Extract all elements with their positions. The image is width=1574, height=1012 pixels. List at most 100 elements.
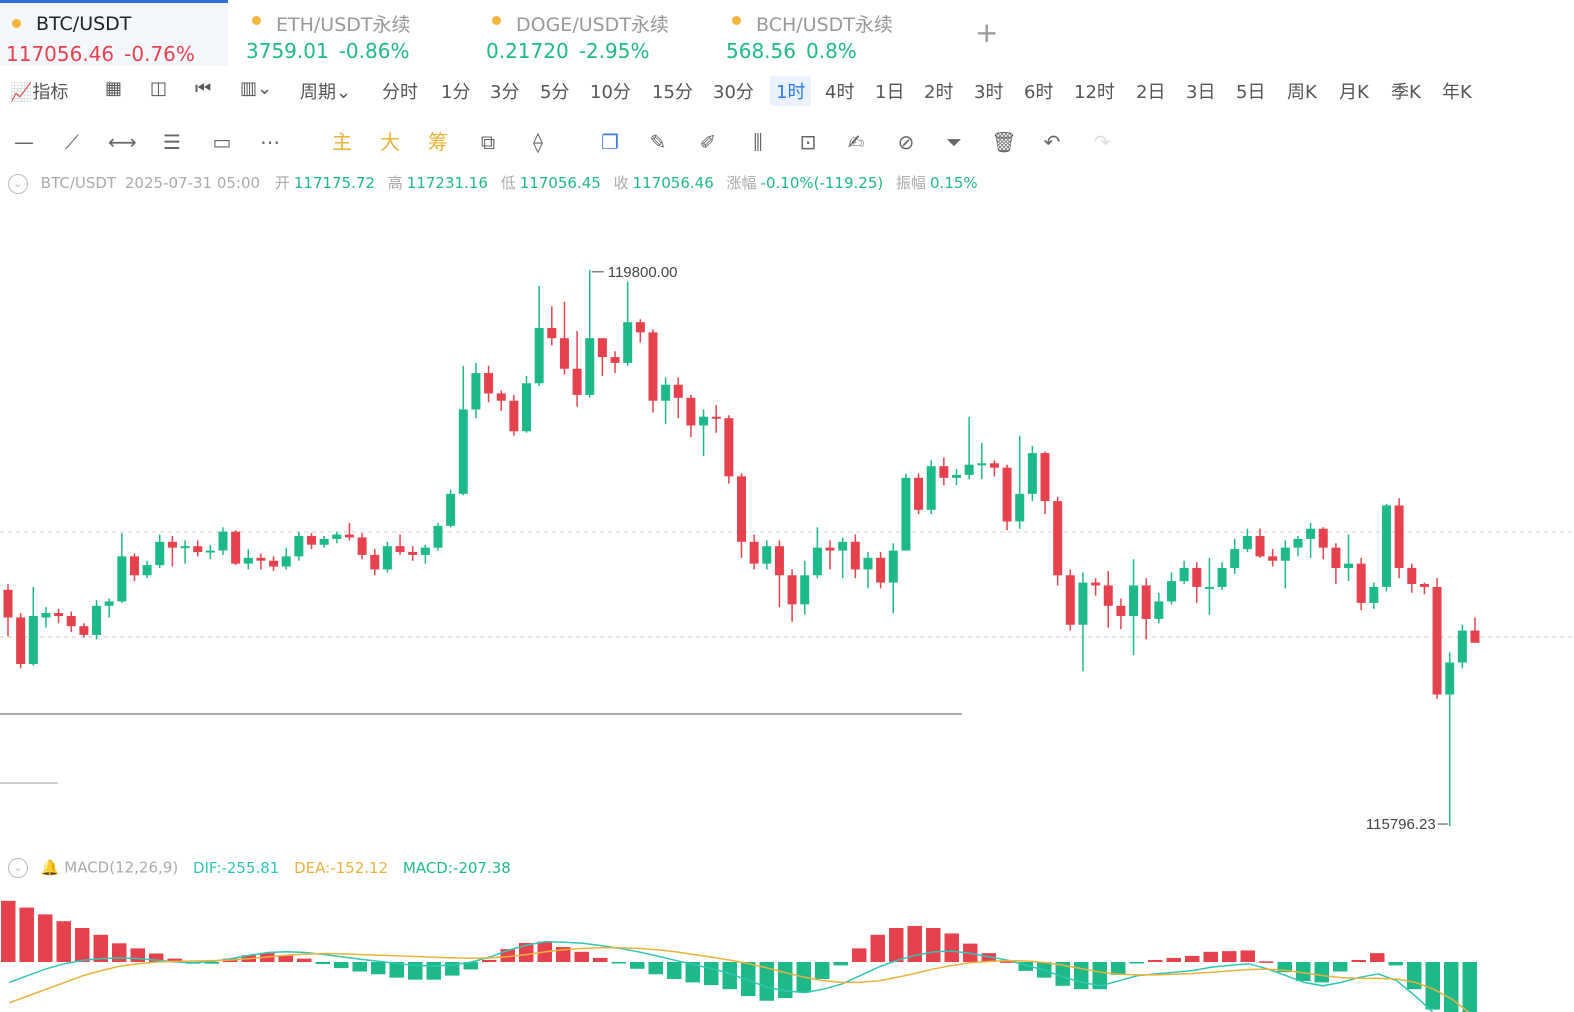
candle-body: [117, 556, 127, 602]
macd-bar: [1240, 950, 1255, 962]
tab-btc-usdt[interactable]: BTC/USDT 117056.46 -0.76%: [0, 0, 228, 66]
period-11[interactable]: 3时: [974, 82, 1004, 103]
tab-name: DOGE/USDT永续: [516, 14, 669, 36]
brush-icon[interactable]: ✐: [699, 130, 717, 154]
candle-body: [825, 547, 835, 551]
period-2[interactable]: 3分: [490, 82, 520, 103]
period-3[interactable]: 5分: [540, 82, 570, 103]
favorite-icon: [492, 16, 501, 25]
period-10[interactable]: 2时: [924, 82, 954, 103]
chart-type-dropdown[interactable]: ▥⌄: [240, 78, 273, 99]
period-1[interactable]: 1分: [441, 82, 471, 103]
period-16[interactable]: 5日: [1236, 82, 1266, 103]
candle-body: [989, 463, 999, 468]
period-19[interactable]: 季K: [1391, 82, 1421, 103]
candle-body: [711, 416, 721, 419]
period-8[interactable]: 4时: [825, 82, 855, 103]
period-13[interactable]: 12时: [1074, 82, 1115, 103]
period-0[interactable]: 分时: [382, 82, 418, 103]
macd-bar: [19, 907, 34, 962]
note-icon[interactable]: ✍: [847, 130, 865, 154]
candle-body: [1179, 568, 1189, 582]
period-17[interactable]: 周K: [1287, 82, 1317, 103]
tab-doge-usdt[interactable]: DOGE/USDT永续 0.21720 -2.95%: [480, 0, 708, 66]
chip-distribution-icon[interactable]: 筹: [428, 130, 448, 154]
macd-bar: [1203, 951, 1218, 962]
tab-bch-usdt[interactable]: BCH/USDT永续 568.56 0.8%: [720, 0, 948, 66]
macd-bar: [278, 955, 293, 962]
close-label: 收: [613, 174, 629, 192]
macd-bar: [519, 942, 534, 962]
macd-bar: [1129, 962, 1144, 964]
indicator-button[interactable]: 📈指标: [10, 78, 68, 104]
macd-bar: [815, 962, 830, 979]
filter-icon[interactable]: ⏷: [946, 130, 962, 154]
more-tools-icon[interactable]: ⋯: [260, 130, 280, 154]
period-4[interactable]: 10分: [590, 82, 631, 103]
macd-bar: [852, 948, 867, 962]
period-14[interactable]: 2日: [1136, 82, 1166, 103]
tab-eth-usdt[interactable]: ETH/USDT永续 3759.01 -0.86%: [240, 0, 468, 66]
collapse-icon[interactable]: ⌄: [8, 858, 28, 878]
replay-icon[interactable]: ⏮: [195, 78, 212, 99]
measure-icon[interactable]: ⟠: [533, 130, 543, 154]
trash-icon[interactable]: 🗑: [991, 130, 1017, 154]
candle-body: [446, 493, 456, 526]
pencil-icon[interactable]: ✎: [649, 130, 667, 154]
period-15[interactable]: 3日: [1186, 82, 1216, 103]
period-20[interactable]: 年K: [1442, 82, 1472, 103]
macd-bar: [112, 943, 127, 962]
candle-body: [167, 541, 177, 548]
change-value: -0.10%(-119.25): [760, 174, 884, 192]
period-6[interactable]: 30分: [713, 82, 754, 103]
calendar-icon[interactable]: ▦: [105, 78, 123, 99]
candle-body: [661, 384, 671, 401]
lock-icon[interactable]: ⊡: [799, 130, 817, 154]
period-18[interactable]: 月K: [1339, 82, 1369, 103]
candlestick-chart[interactable]: 119800.00 115796.23: [0, 200, 1574, 840]
candle-body: [559, 338, 569, 369]
macd-bar: [93, 934, 108, 962]
big-order-icon[interactable]: 大: [380, 130, 400, 154]
macd-bar: [685, 962, 700, 983]
candle-body: [1078, 582, 1088, 625]
period-dropdown[interactable]: 周期⌄: [300, 82, 352, 103]
amplitude-value: 0.15%: [930, 174, 978, 192]
period-7[interactable]: 1时: [770, 76, 812, 106]
rectangle-icon[interactable]: ▭: [212, 130, 232, 154]
collapse-icon[interactable]: ⌄: [8, 173, 28, 194]
period-12[interactable]: 6时: [1024, 82, 1054, 103]
candle-body: [812, 547, 822, 576]
period-9[interactable]: 1日: [875, 82, 905, 103]
macd-bar: [1462, 962, 1477, 1012]
layout-icon[interactable]: ◫: [150, 78, 168, 99]
macd-chart[interactable]: [0, 880, 1574, 1012]
macd-info: ⌄ 🔔 MACD(12,26,9) DIF:-255.81 DEA:-152.1…: [8, 858, 511, 878]
candle-body: [1268, 556, 1278, 561]
macd-bar: [1388, 962, 1403, 966]
ray-line-icon[interactable]: ⟷: [108, 130, 137, 154]
macd-bar: [667, 962, 682, 979]
tab-quote: 0.21720 -2.95%: [486, 39, 659, 63]
compare-icon[interactable]: ⧉: [480, 130, 496, 154]
candle-body: [964, 464, 974, 475]
undo-icon[interactable]: ↶: [1043, 130, 1061, 154]
trend-line-icon[interactable]: ⟋: [65, 130, 79, 154]
period-5[interactable]: 15分: [652, 82, 693, 103]
macd-bar: [907, 925, 922, 962]
redo-icon[interactable]: ↷: [1093, 130, 1111, 154]
bell-icon[interactable]: 🔔: [40, 858, 60, 877]
magnet-icon[interactable]: ⊘: [897, 130, 915, 154]
candle-body: [977, 463, 987, 466]
add-tab-button[interactable]: +: [975, 16, 999, 49]
parallel-lines-icon[interactable]: ☰: [163, 130, 181, 154]
candle-body: [850, 541, 860, 570]
bar-pattern-icon[interactable]: ⫼: [753, 130, 763, 154]
macd-bar: [1333, 962, 1348, 972]
candle-body: [635, 322, 645, 333]
main-indicator-icon[interactable]: 主: [332, 130, 352, 154]
macd-bar: [1370, 953, 1385, 962]
copy-icon[interactable]: ❐: [601, 130, 619, 154]
dea-line: [8, 946, 1470, 1012]
horizontal-line-icon[interactable]: —: [14, 130, 34, 154]
